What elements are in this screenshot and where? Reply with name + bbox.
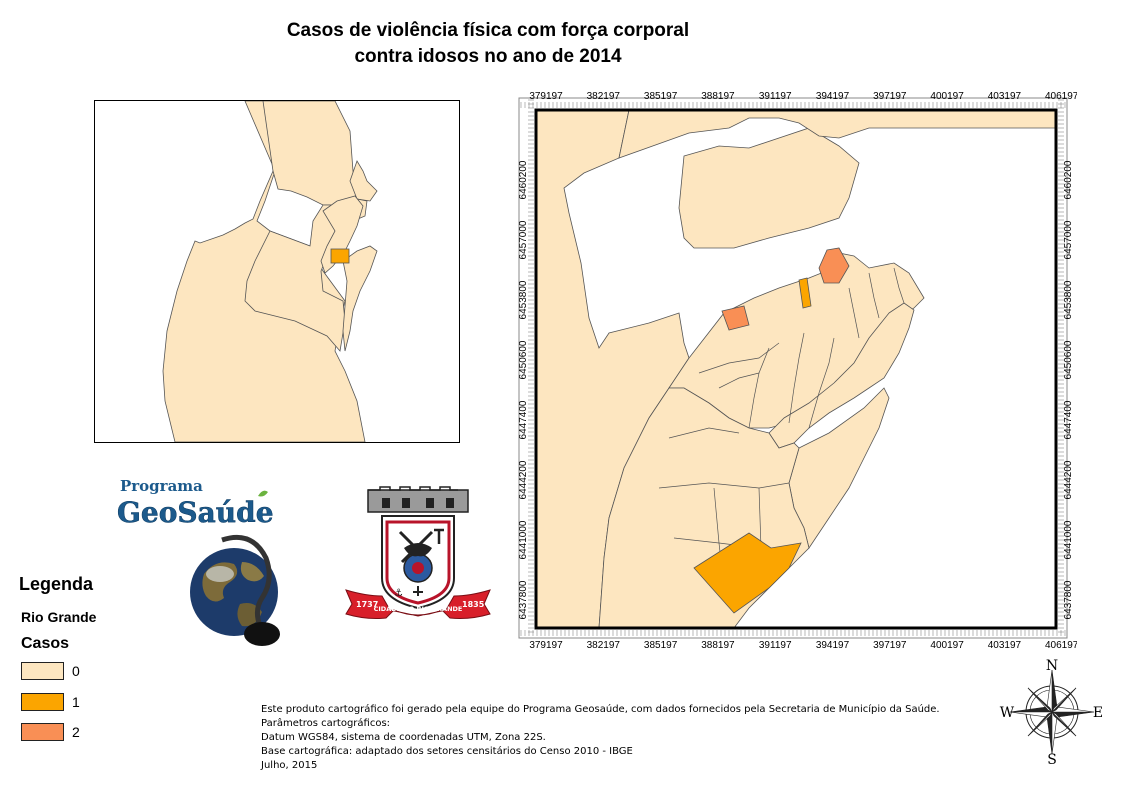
compass-east-label: E	[1093, 705, 1103, 721]
legend-item-class-1: 1	[21, 692, 80, 712]
y-tick-label-left: 6453800	[518, 280, 529, 319]
x-tick-label-bottom: 382197	[587, 640, 621, 648]
x-tick-label-top: 403197	[988, 91, 1022, 102]
x-tick-label-bottom: 379197	[529, 640, 563, 648]
legend-item-class-0: 0	[21, 661, 80, 681]
y-tick-label-left: 6457000	[518, 220, 529, 259]
legend-layer-name: Rio Grande	[21, 609, 97, 625]
compass-north-label: N	[1046, 658, 1058, 674]
crest-emblem-icon: ⚓	[394, 528, 444, 599]
map-region-north-island	[678, 127, 860, 249]
y-tick-label-right: 6444200	[1063, 460, 1074, 499]
map-polygons	[534, 108, 1058, 630]
legend-swatch-class-2	[21, 723, 64, 741]
y-tick-label-right: 6453800	[1063, 280, 1074, 319]
y-tick-label-left: 6441000	[518, 520, 529, 559]
compass-west-label: W	[1000, 705, 1015, 721]
castle-crown-icon	[367, 486, 469, 513]
crest-banner: 1737 CIDADE DO RIO GRANDE 1835	[345, 589, 491, 619]
stethoscope-icon	[221, 534, 272, 627]
computer-mouse-icon	[244, 622, 280, 646]
y-tick-label-right: 6457000	[1063, 220, 1074, 259]
svg-text:⚓: ⚓	[394, 588, 403, 599]
y-axis-labels-left: 6460200 6457000 6453800 6450600 6447400 64442…	[518, 160, 529, 619]
inset-map-svg	[162, 101, 378, 442]
main-map-svg: 379197 382197 385197 388197 391197 394197 3971…	[518, 91, 1079, 651]
y-tick-label-right: 6447400	[1063, 400, 1074, 439]
legend-field-name: Casos	[21, 635, 70, 652]
map-polygon-class2-west	[721, 305, 750, 331]
main-map: 379197 382197 385197 388197 391197 394197 3971…	[509, 88, 1079, 651]
crest-year-right: 1835	[462, 600, 485, 609]
y-tick-label-right: 6441000	[1063, 520, 1074, 559]
note-line-base: Base cartográfica: adaptado dos setores …	[261, 746, 633, 757]
logo-geosaude-text: GeoSaúde	[117, 496, 274, 529]
note-line-date: Julho, 2015	[261, 760, 318, 771]
y-tick-label-right: 6460200	[1063, 160, 1074, 199]
x-tick-label-top: 400197	[930, 91, 964, 102]
x-tick-label-bottom: 400197	[930, 640, 964, 648]
x-tick-label-top: 382197	[587, 91, 621, 102]
frame-inner	[534, 108, 1058, 630]
city-crest: ⚓ 1737 CIDADE DO RIO GRANDE 1835	[345, 486, 491, 619]
x-tick-label-bottom: 391197	[759, 640, 792, 648]
y-tick-label-left: 6447400	[518, 400, 529, 439]
legend-label-class-2: 2	[72, 724, 80, 740]
map-polygon-class1-north	[798, 277, 812, 309]
x-tick-label-bottom: 388197	[701, 640, 735, 648]
map-notes: Este produto cartográfico foi gerado pel…	[261, 703, 940, 773]
inset-south-coast	[342, 245, 378, 352]
legend-item-class-2: 2	[21, 722, 80, 742]
logo-program-text: Programa	[120, 477, 203, 495]
inset-region-east	[349, 160, 378, 202]
y-tick-label-right: 6450600	[1063, 340, 1074, 379]
y-tick-label-left: 6444200	[518, 460, 529, 499]
geosaude-logo: Programa GeoSaúde	[117, 477, 280, 646]
compass-rose-icon: N S E W	[1000, 658, 1103, 766]
map-polygon-class1-south	[693, 532, 802, 614]
y-axis-labels-right: 6460200 6457000 6453800 6450600 6447400 64442…	[1063, 160, 1074, 619]
crest-banner-text: CIDADE DO RIO GRANDE	[374, 605, 463, 613]
x-tick-label-top: 394197	[816, 91, 850, 102]
x-tick-label-bottom: 394197	[816, 640, 850, 648]
map-title-line2: contra idosos no ano de 2014	[354, 46, 622, 67]
x-tick-label-bottom: 406197	[1045, 640, 1077, 648]
leaf-icon	[258, 490, 268, 497]
legend-label-class-0: 0	[72, 663, 80, 679]
y-tick-label-right: 6437800	[1063, 580, 1074, 619]
y-tick-label-left: 6437800	[518, 580, 529, 619]
x-tick-label-top: 379197	[529, 91, 563, 102]
x-tick-label-top: 391197	[759, 91, 792, 102]
x-tick-label-bottom: 397197	[873, 640, 907, 648]
y-tick-label-left: 6450600	[518, 340, 529, 379]
x-tick-label-top: 397197	[873, 91, 907, 102]
compass-south-label: S	[1047, 752, 1057, 766]
y-tick-label-left: 6460200	[518, 160, 529, 199]
x-tick-label-top: 388197	[701, 91, 735, 102]
x-tick-label-top: 385197	[644, 91, 678, 102]
crest-year-left: 1737	[356, 600, 378, 609]
inset-highlight-area	[330, 248, 350, 264]
legend-label-class-1: 1	[72, 694, 80, 710]
x-axis-labels-top: 379197 382197 385197 388197 391197 394197 3971…	[529, 91, 1079, 102]
x-tick-label-top: 406197	[1045, 91, 1077, 102]
inset-region-north	[262, 101, 358, 206]
legend-swatch-class-0	[21, 662, 64, 680]
map-title: Casos de violência física com força corp…	[200, 18, 776, 70]
inset-locator-map	[94, 100, 460, 443]
note-line-credits: Este produto cartográfico foi gerado pel…	[261, 704, 940, 715]
note-line-datum: Datum WGS84, sistema de coordenadas UTM,…	[261, 732, 546, 743]
x-tick-label-bottom: 385197	[644, 640, 678, 648]
legend-title: Legenda	[19, 574, 94, 594]
map-title-line1: Casos de violência física com força corp…	[286, 20, 690, 41]
map-polygon-class2-north	[818, 247, 850, 284]
x-tick-label-bottom: 403197	[988, 640, 1022, 648]
x-axis-labels-bottom: 379197 382197 385197 388197 391197 394197 3971…	[529, 640, 1079, 651]
note-line-parameters: Parâmetros cartográficos:	[261, 718, 391, 729]
legend-swatch-class-1	[21, 693, 64, 711]
